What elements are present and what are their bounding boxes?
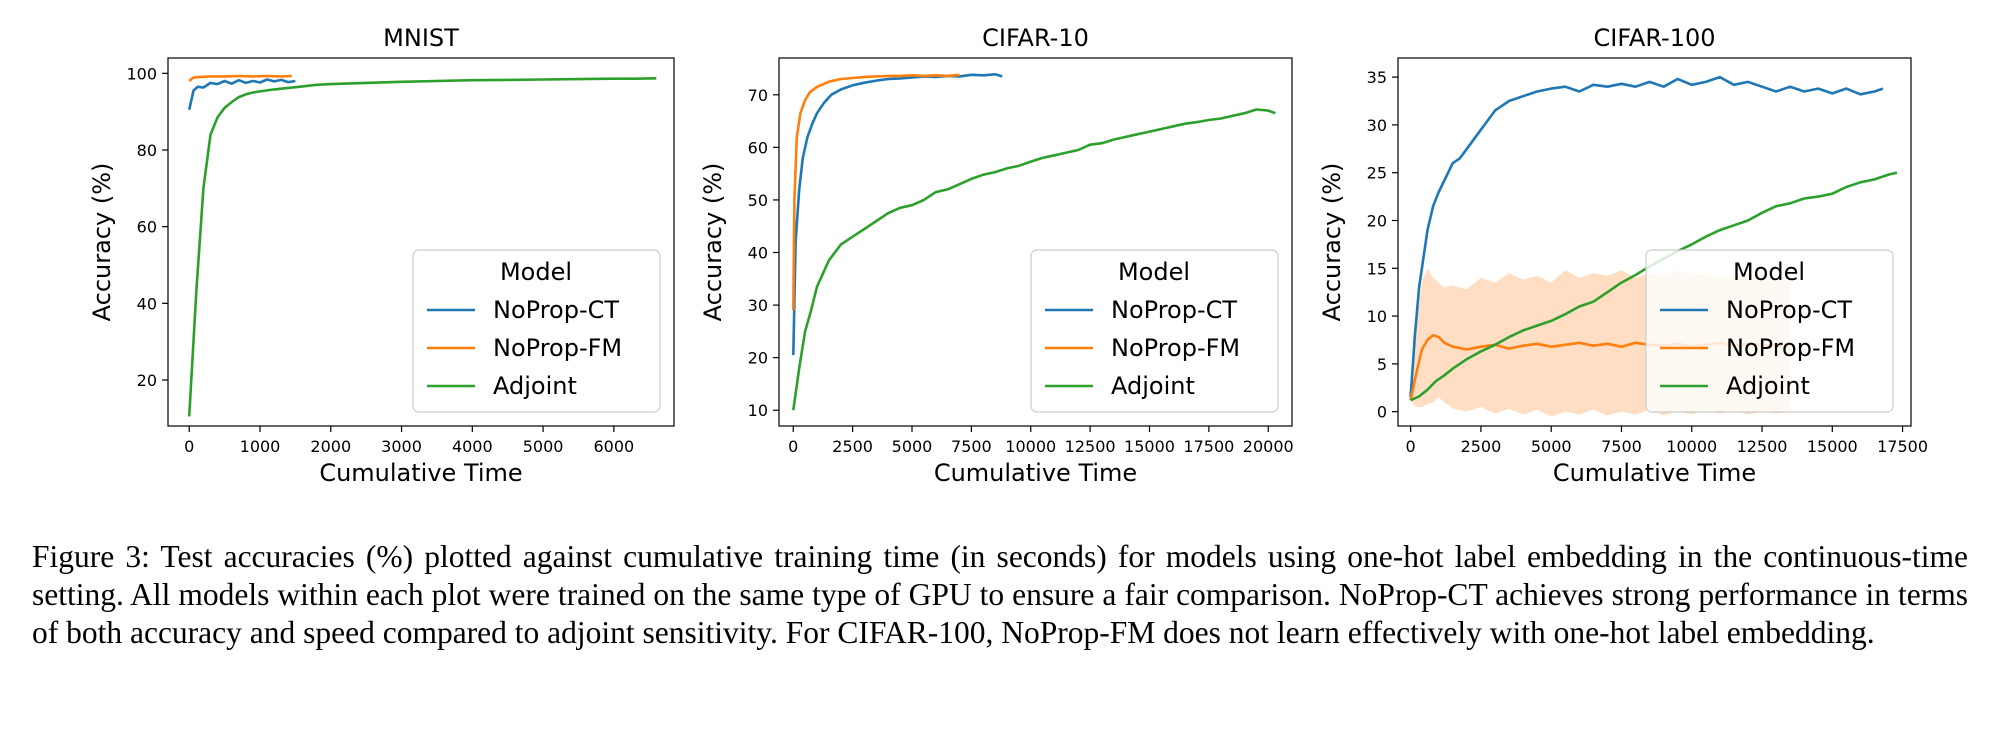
legend-label-noprop-ct: NoProp-CT bbox=[1726, 296, 1852, 324]
line-noprop-ct bbox=[1409, 75, 1884, 398]
axes-frame bbox=[167, 57, 675, 427]
y-axis-label: Accuracy (%) bbox=[699, 163, 727, 322]
line-adjoint bbox=[792, 108, 1276, 411]
x-axis-label: Cumulative Time bbox=[1553, 459, 1756, 487]
legend-label-noprop-ct: NoProp-CT bbox=[1111, 296, 1237, 324]
line-noprop-ct bbox=[792, 73, 1003, 356]
x-tick-label: 20000 bbox=[1243, 437, 1294, 456]
y-tick-label: 25 bbox=[1367, 164, 1387, 183]
y-tick-label: 20 bbox=[1367, 211, 1387, 230]
y-tick-label: 40 bbox=[137, 294, 157, 313]
y-tick-label: 60 bbox=[137, 218, 157, 237]
x-tick-label: 15000 bbox=[1807, 437, 1858, 456]
chart-title: CIFAR-10 bbox=[982, 24, 1089, 52]
line-adjoint bbox=[1410, 171, 1898, 402]
x-tick-label: 7500 bbox=[951, 437, 992, 456]
legend: Model NoProp-CT NoProp-FM Adjoint bbox=[1030, 249, 1279, 413]
x-tick-label: 3000 bbox=[381, 437, 422, 456]
legend-title: Model bbox=[500, 258, 572, 286]
plot-area-cifar-10 bbox=[792, 73, 1276, 411]
y-tick-label: 0 bbox=[1377, 403, 1387, 422]
x-tick-label: 5000 bbox=[523, 437, 564, 456]
caption-text: Test accuracies (%) plotted against cumu… bbox=[32, 539, 1968, 650]
legend-label-noprop-fm: NoProp-FM bbox=[1726, 334, 1855, 362]
x-tick-label: 10000 bbox=[1005, 437, 1056, 456]
x-tick-label: 0 bbox=[184, 437, 194, 456]
y-tick-label: 35 bbox=[1367, 68, 1387, 87]
figure-caption: Figure 3: Test accuracies (%) plotted ag… bbox=[32, 538, 1968, 652]
y-tick-label: 20 bbox=[748, 349, 768, 368]
line-noprop-ct bbox=[187, 78, 296, 111]
axes-frame bbox=[1397, 57, 1912, 427]
legend-label-noprop-ct: NoProp-CT bbox=[493, 296, 619, 324]
legend-box bbox=[1645, 249, 1894, 413]
legend-label-adjoint: Adjoint bbox=[1111, 372, 1195, 400]
x-tick-label: 12500 bbox=[1737, 437, 1788, 456]
y-tick-label: 10 bbox=[1367, 307, 1387, 326]
x-tick-label: 17500 bbox=[1183, 437, 1234, 456]
chart-mnist: 0 1000 2000 3000 4000 5000 6000 20 40 60 80 100 MNIS… bbox=[88, 24, 675, 487]
x-axis-label: Cumulative Time bbox=[934, 459, 1137, 487]
y-tick-label: 10 bbox=[748, 401, 768, 420]
chart-title: MNIST bbox=[383, 24, 459, 52]
x-tick-label: 6000 bbox=[593, 437, 634, 456]
legend-box bbox=[412, 249, 661, 413]
figure: 0 1000 2000 3000 4000 5000 600020406080100MNIS… bbox=[88, 24, 1928, 487]
x-axis-label: Cumulative Time bbox=[319, 459, 522, 487]
x-tick-label: 2500 bbox=[1461, 437, 1502, 456]
x-tick-label: 10000 bbox=[1666, 437, 1717, 456]
y-tick-label: 70 bbox=[748, 86, 768, 105]
y-tick-label: 80 bbox=[137, 141, 157, 160]
legend-label-noprop-fm: NoProp-FM bbox=[1111, 334, 1240, 362]
legend: Model NoProp-CT NoProp-FM Adjoint bbox=[412, 249, 661, 413]
axes-frame bbox=[778, 57, 1293, 427]
y-tick-label: 100 bbox=[126, 64, 157, 83]
x-tick-label: 4000 bbox=[452, 437, 493, 456]
x-tick-label: 15000 bbox=[1124, 437, 1175, 456]
y-axis-label: Accuracy (%) bbox=[88, 163, 116, 322]
x-tick-label: 2000 bbox=[310, 437, 351, 456]
y-tick-label: 5 bbox=[1377, 355, 1387, 374]
x-tick-label: 0 bbox=[788, 437, 798, 456]
line-adjoint bbox=[187, 77, 657, 417]
legend-title: Model bbox=[1733, 258, 1805, 286]
plot-area-mnist bbox=[187, 74, 657, 417]
legend-title: Model bbox=[1118, 258, 1190, 286]
legend-label-adjoint: Adjoint bbox=[493, 372, 577, 400]
y-tick-label: 60 bbox=[748, 138, 768, 157]
line-noprop-fm bbox=[792, 73, 960, 311]
x-tick-label: 7500 bbox=[1601, 437, 1642, 456]
chart-cifar-100: 0 2500 5000 7500 10000 12500 15000 17500 0 5 10 15 2… bbox=[1318, 24, 1928, 487]
chart-title: CIFAR-100 bbox=[1593, 24, 1715, 52]
x-tick-label: 12500 bbox=[1065, 437, 1116, 456]
x-tick-label: 1000 bbox=[240, 437, 281, 456]
legend: Model NoProp-CT NoProp-FM Adjoint bbox=[1645, 249, 1894, 413]
y-tick-label: 50 bbox=[748, 191, 768, 210]
x-tick-label: 5000 bbox=[892, 437, 933, 456]
x-tick-label: 0 bbox=[1406, 437, 1416, 456]
chart-cifar-10: 0 2500 5000 7500 10000 12500 15000 17500 20000 10… bbox=[699, 24, 1294, 487]
line-noprop-fm bbox=[188, 74, 292, 82]
y-tick-label: 30 bbox=[748, 296, 768, 315]
y-tick-label: 20 bbox=[137, 371, 157, 390]
legend-label-noprop-fm: NoProp-FM bbox=[493, 334, 622, 362]
caption-label: Figure 3: bbox=[32, 539, 150, 574]
y-tick-label: 40 bbox=[748, 244, 768, 263]
legend-box bbox=[1030, 249, 1279, 413]
x-tick-label: 2500 bbox=[832, 437, 873, 456]
x-tick-label: 5000 bbox=[1531, 437, 1572, 456]
x-tick-label: 17500 bbox=[1877, 437, 1928, 456]
y-axis-label: Accuracy (%) bbox=[1318, 163, 1346, 322]
y-tick-label: 15 bbox=[1367, 259, 1387, 278]
y-tick-label: 30 bbox=[1367, 116, 1387, 135]
legend-label-adjoint: Adjoint bbox=[1726, 372, 1810, 400]
